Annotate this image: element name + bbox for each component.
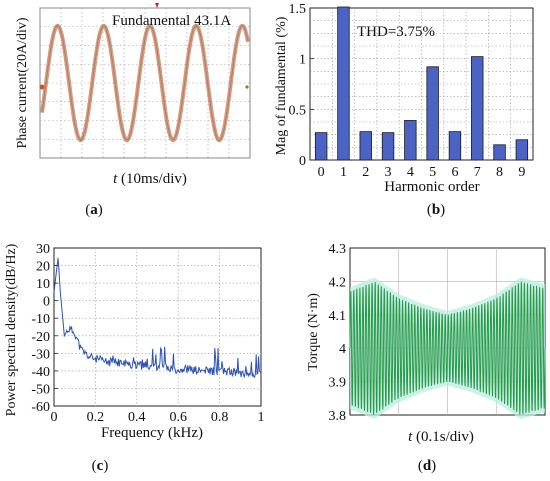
panel-b-xtick-label: 5: [429, 165, 436, 180]
panel-c-label: (c): [92, 458, 109, 474]
panel-c: 30 20 10 0 -10 -20 -30 -40 -50 -60 0 0.2 0.4 0.6 0.8 1…: [4, 242, 265, 474]
panel-c-xtick-label: 0.6: [169, 410, 187, 425]
panel-b-bar-1: [337, 6, 350, 161]
panel-b-xlabel: Harmonic order: [384, 179, 479, 195]
panel-c-ytick-label: -40: [31, 365, 50, 380]
panel-a-xlabel-var: t: [113, 171, 118, 187]
panel-a-trace-noise: [41, 23, 249, 143]
panel-b-xtick-label: 4: [407, 165, 414, 180]
panel-c-y-ticks: 30 20 10 0 -10 -20 -30 -40 -50 -60: [31, 242, 58, 415]
panel-c-plot-area: [53, 247, 262, 407]
panel-c-ytick-label: 30: [36, 242, 50, 257]
panel-c-xtick-label: 0.8: [211, 410, 229, 425]
panel-d-xlabel-var: t: [408, 429, 413, 445]
panel-c-ytick-label: -20: [31, 330, 50, 345]
panel-b-xtick-label: 0: [318, 165, 325, 180]
panel-c-ytick-label: 20: [36, 260, 50, 275]
panel-b-xtick-label: 1: [340, 165, 347, 180]
panel-b-xtick-label: 9: [518, 165, 525, 180]
panel-b-ylabel: Mag of fundamental (%): [274, 16, 289, 155]
panel-b-xtick-label: 2: [362, 165, 369, 180]
panel-b-bar-7: [471, 56, 484, 161]
panel-c-ylabel: Power spectral density(dB/Hz): [4, 243, 19, 416]
panel-a-right-marker: [245, 85, 249, 89]
panel-b-y-ticks: 0 0.5 1 1.5: [289, 2, 314, 169]
panel-a-annotation: Fundamental 43.1A: [112, 13, 231, 29]
panel-b-xtick-label: 3: [385, 165, 392, 180]
panel-a-trigger-marker-icon: [155, 3, 159, 8]
panel-b-label: (b): [427, 202, 445, 218]
panel-b-xtick-label: 8: [496, 165, 503, 180]
panel-d-ylabel: Torque (N·m): [306, 293, 321, 371]
panel-b-ytick-label: 1.5: [289, 2, 307, 17]
panel-d-ytick-label: 4.1: [329, 309, 347, 324]
panel-d-ytick-label: 3.9: [329, 376, 347, 391]
panel-b-bar-5: [426, 66, 439, 161]
panel-d: 3.8 3.9 4 4.1 4.2 4.3 Torque (N·m) t (0.1s/di…: [306, 242, 546, 474]
panel-c-ytick-label: 0: [43, 295, 50, 310]
panel-c-xtick-label: 1: [258, 410, 265, 425]
panel-a-current-trace: [40, 23, 250, 143]
panel-c-xtick-label: 0.2: [87, 410, 105, 425]
panel-d-ytick-label: 4: [339, 342, 346, 357]
panel-d-label: (d): [418, 458, 436, 474]
panel-c-psd-line: [53, 258, 262, 379]
panel-c-ytick-label: -60: [31, 400, 50, 415]
panel-b-xtick-label: 6: [451, 165, 458, 180]
panel-a-xlabel: t (10ms/div): [113, 171, 187, 187]
panel-d-xlabel: t (0.1s/div): [408, 429, 474, 445]
panel-b-bar-3: [381, 132, 395, 161]
panel-a-ylabel: Phase current(20A/div): [15, 17, 30, 148]
panel-c-ytick-label: -30: [31, 347, 50, 362]
panel-d-torque-line: [349, 281, 546, 415]
panel-b-bar-8: [493, 144, 506, 161]
panel-b-bar-6: [448, 131, 462, 161]
panel-d-ytick-label: 4.2: [329, 275, 347, 290]
panel-d-ytick-label: 4.3: [329, 242, 347, 257]
panel-c-xlabel: Frequency (kHz): [101, 425, 203, 441]
panel-c-x-ticks: 0 0.2 0.4 0.6 0.8 1: [51, 410, 265, 425]
panel-c-psd-path: [53, 258, 262, 379]
panel-c-xtick-label: 0.4: [128, 410, 146, 425]
panel-b-ytick-label: 0: [299, 154, 306, 169]
panel-d-y-ticks: 3.8 3.9 4 4.1 4.2 4.3: [329, 242, 347, 424]
panel-a-left-marker: [39, 84, 45, 90]
panel-b-ytick-label: 1: [299, 53, 306, 68]
panel-a-xlabel-unit: (10ms/div): [117, 171, 187, 187]
panel-b-bar-2: [359, 131, 372, 161]
panel-b-annotation: THD=3.75%: [357, 24, 435, 40]
panel-c-ytick-label: 10: [36, 277, 50, 292]
panel-c-xtick-label: 0: [51, 410, 58, 425]
panel-a-label: (a): [85, 202, 103, 218]
panel-b-bar-4: [404, 120, 417, 161]
panel-d-xlabel-unit: (0.1s/div): [412, 429, 474, 445]
panel-c-ytick-label: -50: [31, 382, 50, 397]
panel-c-ytick-label: -10: [31, 312, 50, 327]
panel-b-bar-9: [515, 139, 529, 161]
panel-b-ytick-label: 0.5: [289, 103, 307, 118]
panel-b-bars: [314, 6, 529, 161]
panel-b-xtick-label: 7: [474, 165, 481, 180]
panel-c-grid: [54, 248, 261, 406]
panel-d-ytick-label: 3.8: [329, 409, 347, 424]
panel-b-bar-0: [314, 132, 328, 161]
panel-a: Fundamental 43.1A Phase current(20A/div)…: [15, 3, 251, 218]
